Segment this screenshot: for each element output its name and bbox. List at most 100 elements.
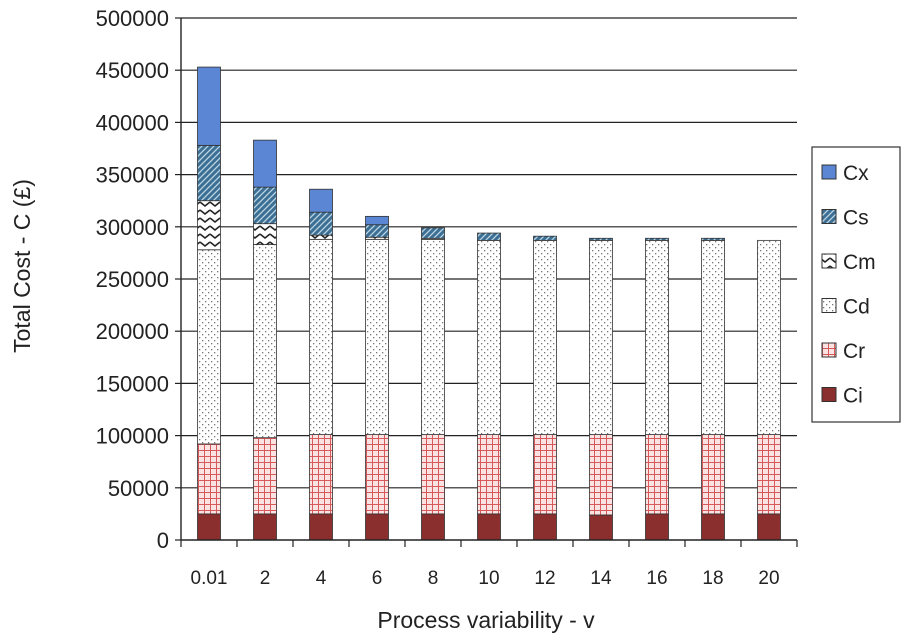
legend-swatch-Cs xyxy=(821,209,837,224)
bar-Cs-12 xyxy=(533,235,557,241)
bar-Cs-2 xyxy=(253,186,277,225)
bar-Cd-12 xyxy=(533,239,557,435)
y-tick-labels: 0 50000 100000 150000 200000 250000 300000 3500… xyxy=(96,6,181,553)
legend-item-Cx: Cx xyxy=(821,162,869,185)
bar-Cr-8 xyxy=(421,434,445,515)
bar-Cd-10 xyxy=(477,239,501,435)
y-tick-label: 0 xyxy=(157,528,169,553)
bar-Cd-18 xyxy=(701,239,725,435)
x-tick-labels: 0.01 2 4 6 8 10 12 14 16 18 20 xyxy=(180,540,798,589)
y-tick-label: 100000 xyxy=(96,424,169,449)
bar-Cr-20 xyxy=(757,434,781,515)
bar-Ci-8 xyxy=(421,513,445,541)
x-tick-label: 12 xyxy=(534,568,555,589)
x-tick-label: 18 xyxy=(702,568,723,589)
bar-stack-14 xyxy=(589,237,613,541)
legend-swatch-Ci xyxy=(821,387,837,402)
bar-Ci-2 xyxy=(253,513,277,541)
bar-stack-10 xyxy=(477,232,501,541)
y-tick-label: 250000 xyxy=(96,267,169,292)
bar-Cd-0.01 xyxy=(197,249,221,445)
bar-Cr-16 xyxy=(645,434,669,515)
legend-swatch-Cd xyxy=(821,298,837,313)
legend-swatch-Cm xyxy=(821,253,837,269)
legend-box xyxy=(811,146,901,423)
bar-Cd-14 xyxy=(589,239,613,435)
bars xyxy=(197,66,781,541)
legend-item-Cr: Cr xyxy=(821,340,865,363)
bar-Cs-16 xyxy=(645,237,669,241)
y-tick-label: 450000 xyxy=(96,58,169,83)
bar-Cs-4 xyxy=(309,211,333,236)
bar-stack-0.01 xyxy=(197,66,221,541)
bar-Cr-10 xyxy=(477,434,501,515)
legend-swatch-Cr xyxy=(821,342,837,358)
bar-Cd-2 xyxy=(253,244,277,439)
bar-Cr-18 xyxy=(701,434,725,515)
bar-Ci-16 xyxy=(645,513,669,541)
legend-label-Cm: Cm xyxy=(843,251,876,274)
y-tick-label: 150000 xyxy=(96,371,169,396)
legend-label-Cx: Cx xyxy=(843,162,869,185)
y-tick-label: 200000 xyxy=(96,319,169,344)
x-tick-label: 10 xyxy=(478,568,499,589)
bar-Cs-18 xyxy=(701,237,725,241)
bar-Cm-4 xyxy=(309,234,333,240)
y-tick-label: 300000 xyxy=(96,215,169,240)
bar-Cm-0.01 xyxy=(197,200,221,251)
bar-Cr-4 xyxy=(309,434,333,515)
x-tick-label: 14 xyxy=(590,568,612,589)
legend-label-Ci: Ci xyxy=(843,385,863,408)
y-tick-label: 50000 xyxy=(108,476,169,501)
bar-Ci-10 xyxy=(477,513,501,541)
bar-stack-4 xyxy=(309,188,333,541)
x-tick-label: 6 xyxy=(372,568,383,589)
bar-Cx-4 xyxy=(309,188,333,213)
legend-item-Cd: Cd xyxy=(821,296,870,319)
bar-Cd-16 xyxy=(645,239,669,435)
bar-Cd-4 xyxy=(309,238,333,435)
legend-swatch-Cx xyxy=(821,164,837,180)
bar-stack-20 xyxy=(757,239,781,541)
bar-Cx-2 xyxy=(253,139,277,188)
y-tick-label: 500000 xyxy=(96,6,169,31)
bar-Ci-18 xyxy=(701,513,725,541)
bar-stack-18 xyxy=(701,237,725,541)
legend-label-Cr: Cr xyxy=(843,340,865,363)
y-tick-label: 400000 xyxy=(96,110,169,135)
bar-Cr-14 xyxy=(589,434,613,516)
bar-Cs-10 xyxy=(477,232,501,241)
bar-Cx-6 xyxy=(365,215,389,226)
bar-Cr-12 xyxy=(533,434,557,515)
legend-item-Cs: Cs xyxy=(821,207,869,230)
bar-stack-16 xyxy=(645,237,669,541)
x-tick-label: 4 xyxy=(316,568,327,589)
bar-stack-2 xyxy=(253,139,277,541)
legend-label-Cs: Cs xyxy=(843,207,869,230)
legend-label-Cd: Cd xyxy=(843,296,870,319)
bar-stack-6 xyxy=(365,215,389,541)
bar-Cd-6 xyxy=(365,238,389,435)
legend-item-Cm: Cm xyxy=(821,251,876,274)
bar-Cs-8 xyxy=(421,227,445,239)
bar-Cm-2 xyxy=(253,223,277,245)
x-tick-label: 16 xyxy=(646,568,667,589)
x-tick-label: 2 xyxy=(260,568,271,589)
bar-stack-8 xyxy=(421,227,445,541)
y-axis-title: Total Cost - C (£) xyxy=(9,179,35,353)
legend-item-Ci: Ci xyxy=(821,385,863,408)
bar-Ci-4 xyxy=(309,513,333,541)
y-tick-label: 350000 xyxy=(96,163,169,188)
x-axis-title: Process variability - v xyxy=(377,607,595,633)
x-tick-label: 8 xyxy=(428,568,439,589)
bar-Cr-6 xyxy=(365,434,389,515)
bar-Cs-0.01 xyxy=(197,144,221,202)
bar-Ci-14 xyxy=(589,514,613,541)
bar-Cr-0.01 xyxy=(197,443,221,515)
bar-Ci-6 xyxy=(365,513,389,541)
bar-Ci-20 xyxy=(757,513,781,541)
bar-stack-12 xyxy=(533,235,557,541)
x-tick-label: 0.01 xyxy=(191,568,228,589)
bar-Cx-0.01 xyxy=(197,66,221,146)
